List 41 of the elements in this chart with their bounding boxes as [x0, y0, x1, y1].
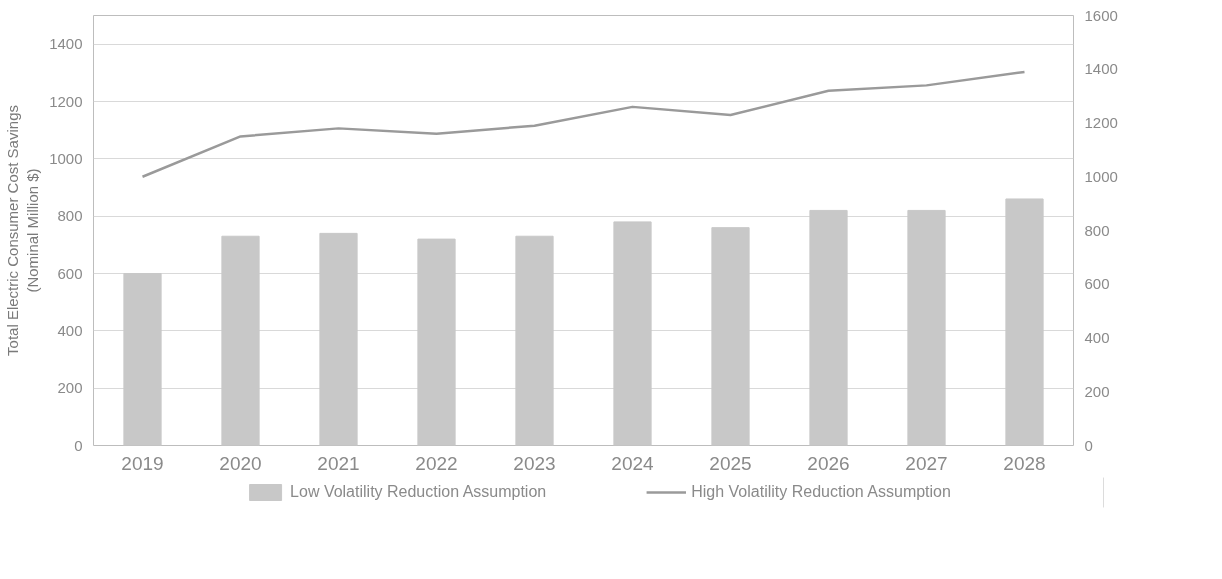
y-tick-label: 0 [74, 436, 83, 454]
y-tick-label: 1000 [49, 149, 83, 167]
y-axis-title: Total Electric Consumer Cost Savings (Nominal Million $) [3, 105, 42, 356]
y2-tick-label: 1400 [1084, 60, 1118, 78]
bar [809, 209, 848, 446]
y2-tick-label: 0 [1084, 436, 1093, 454]
y2-tick-label: 1000 [1084, 167, 1118, 185]
bar [613, 221, 652, 446]
y-tick-label: 600 [57, 264, 83, 282]
bar [319, 232, 358, 446]
x-tick-label: 2026 [807, 452, 850, 474]
y2-tick-label: 1600 [1084, 6, 1118, 24]
bar [907, 209, 946, 446]
y2-tick-label: 200 [1084, 382, 1110, 400]
y-tick-label: 1400 [49, 35, 83, 53]
x-tick-label: 2020 [219, 452, 262, 474]
bar [1005, 198, 1044, 446]
y2-tick-label: 800 [1084, 221, 1110, 239]
y2-tick-label: 400 [1084, 329, 1110, 346]
bar [123, 273, 162, 446]
x-tick-label: 2027 [905, 452, 948, 474]
bar [711, 227, 750, 446]
bar [417, 238, 456, 446]
x-tick-label: 2022 [415, 452, 458, 474]
legend-label: High Volatility Reduction Assumption [691, 483, 951, 501]
legend-label: Low Volatility Reduction Assumption [290, 483, 547, 501]
bar [221, 235, 260, 446]
y-tick-label: 800 [57, 207, 83, 225]
x-tick-label: 2021 [317, 452, 360, 474]
x-tick-label: 2023 [513, 452, 556, 474]
x-tick-label: 2028 [1003, 452, 1046, 474]
y2-tick-label: 1200 [1084, 114, 1118, 131]
y-tick-label: 200 [57, 379, 83, 397]
x-tick-label: 2025 [709, 452, 752, 474]
y-tick-label: 1200 [49, 92, 83, 110]
y2-tick-label: 600 [1084, 275, 1110, 293]
line-series [141, 70, 1026, 178]
x-tick-label: 2024 [611, 452, 655, 474]
x-tick-label: 2019 [121, 452, 164, 474]
bar [515, 235, 554, 446]
y-tick-label: 400 [57, 321, 83, 339]
